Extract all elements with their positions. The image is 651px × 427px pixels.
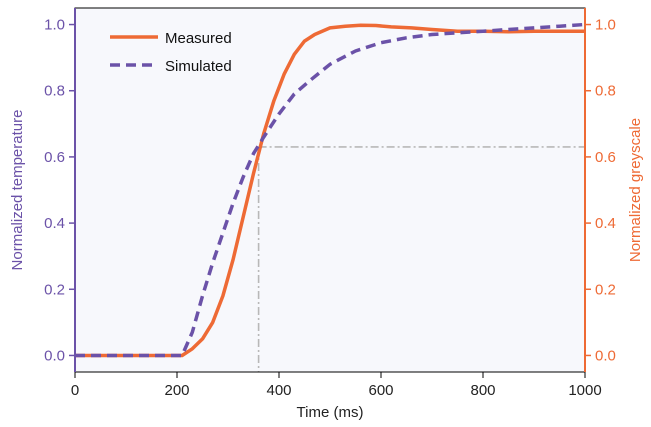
left-y-tick-label: 0.0	[44, 347, 65, 364]
x-axis-label: Time (ms)	[297, 404, 364, 421]
left-y-tick-label: 0.8	[44, 83, 65, 100]
x-tick-label: 0	[71, 382, 79, 399]
right-y-axis-ticks: 0.0 0.2 0.4 0.6 0.8 1.0	[585, 17, 616, 364]
right-y-axis-label: Normalized greyscale	[627, 118, 644, 262]
reference-lines	[257, 146, 585, 372]
left-y-tick-label: 0.2	[44, 281, 65, 298]
right-y-tick-label: 0.0	[595, 347, 616, 364]
left-y-tick-label: 0.6	[44, 149, 65, 166]
left-y-tick-label: 0.4	[44, 215, 65, 232]
x-tick-label: 600	[368, 382, 393, 399]
legend-label-measured: Measured	[165, 30, 232, 47]
x-tick-label: 400	[266, 382, 291, 399]
x-axis-ticks: 0 200 400 600 800 1000	[71, 372, 602, 399]
series-layer	[75, 22, 586, 358]
x-tick-label: 200	[164, 382, 189, 399]
x-tick-label: 1000	[568, 382, 601, 399]
right-y-tick-label: 0.6	[595, 149, 616, 166]
left-y-tick-label: 1.0	[44, 17, 65, 34]
legend-label-simulated: Simulated	[165, 58, 232, 75]
right-y-tick-label: 0.4	[595, 215, 616, 232]
legend: Measured Simulated	[110, 30, 232, 75]
series-line-simulated	[75, 22, 586, 358]
left-y-axis-label: Normalized temperature	[9, 110, 26, 271]
right-y-tick-label: 0.2	[595, 281, 616, 298]
right-y-tick-label: 0.8	[595, 83, 616, 100]
x-tick-label: 800	[470, 382, 495, 399]
right-y-tick-label: 1.0	[595, 17, 616, 34]
plot-background	[75, 8, 585, 372]
left-y-axis-ticks: 0.0 0.2 0.4 0.6 0.8 1.0	[44, 17, 75, 364]
